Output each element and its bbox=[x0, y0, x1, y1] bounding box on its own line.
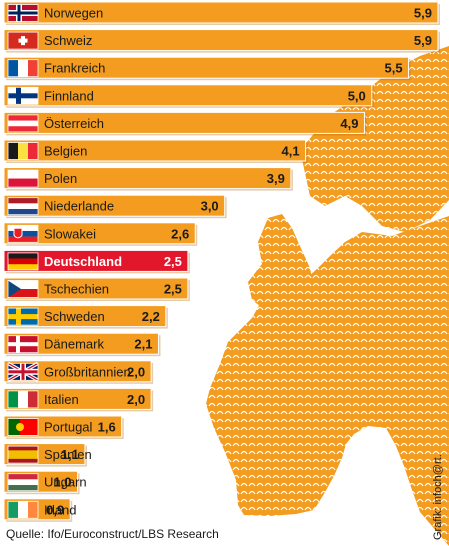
bar bbox=[3, 277, 189, 300]
category-label: Schweiz bbox=[44, 33, 92, 48]
flag-norway-icon bbox=[7, 4, 39, 22]
bar bbox=[3, 222, 196, 245]
chart-row: Slowakei 2,6 bbox=[3, 222, 198, 246]
chart-row: Finnland 5,0 bbox=[3, 84, 374, 108]
flag-hungary-icon bbox=[7, 473, 39, 492]
bar bbox=[3, 332, 159, 355]
map-scandinavia bbox=[300, 46, 449, 232]
chart-row: Deutschland 2,5 bbox=[3, 249, 190, 274]
value-label: 2,0 bbox=[127, 392, 145, 407]
flag-spain-icon bbox=[7, 445, 39, 464]
chart-row: Italien 2,0 bbox=[3, 387, 154, 412]
chart-row: Niederlande 3,0 bbox=[3, 194, 227, 219]
chart-row: Portugal 1,6 bbox=[3, 415, 124, 439]
chart-row: Österreich 4,9 bbox=[3, 111, 367, 136]
flag-italy-icon bbox=[7, 390, 39, 409]
value-label: 1,1 bbox=[61, 447, 79, 462]
graphic-credit: Grafik: infoch@rt. bbox=[432, 454, 444, 540]
value-label: 2,5 bbox=[164, 254, 182, 269]
flag-austria-icon bbox=[7, 114, 39, 133]
chart-row: Schweden 2,2 bbox=[3, 305, 168, 329]
flag-denmark-icon bbox=[7, 335, 39, 354]
category-label: Norwegen bbox=[44, 6, 103, 21]
category-label: Finnland bbox=[44, 88, 94, 103]
flag-france-icon bbox=[7, 59, 39, 78]
flag-netherlands-icon bbox=[7, 197, 39, 216]
value-label: 1,0 bbox=[53, 475, 71, 490]
chart-row: Belgien 4,1 bbox=[3, 139, 308, 163]
flag-sweden-icon bbox=[7, 307, 39, 326]
bar bbox=[3, 84, 373, 107]
value-label: 5,9 bbox=[414, 6, 432, 21]
value-label: 3,0 bbox=[201, 199, 219, 214]
flag-uk-icon bbox=[7, 361, 39, 382]
flag-switzerland-icon bbox=[7, 31, 39, 50]
bar bbox=[3, 194, 226, 217]
value-label: 5,0 bbox=[348, 88, 366, 103]
value-label: 5,9 bbox=[414, 33, 432, 48]
category-label: Portugal bbox=[44, 420, 93, 435]
category-label: Ungarn bbox=[44, 475, 87, 490]
category-label: Irland bbox=[44, 502, 77, 517]
chart-row: Schweiz 5,9 bbox=[3, 29, 440, 53]
category-label: Dänemark bbox=[44, 337, 104, 352]
bar bbox=[3, 387, 152, 410]
bar bbox=[3, 1, 439, 24]
flag-ireland-icon bbox=[7, 500, 39, 519]
flag-germany-icon bbox=[7, 252, 39, 271]
chart-row: Dänemark 2,1 bbox=[3, 332, 161, 357]
value-label: 2,5 bbox=[164, 282, 182, 297]
category-label: Großbritannien bbox=[44, 364, 131, 379]
category-label: Spanien bbox=[44, 447, 92, 462]
flag-finland-icon bbox=[7, 86, 39, 105]
value-label: 4,9 bbox=[340, 116, 358, 131]
category-label: Belgien bbox=[44, 144, 87, 159]
source-note: Quelle: Ifo/Euroconstruct/LBS Research bbox=[6, 527, 219, 541]
bar bbox=[3, 249, 189, 272]
flag-poland-icon bbox=[7, 169, 39, 188]
flag-czech-icon bbox=[7, 280, 39, 298]
category-label: Slowakei bbox=[44, 226, 96, 241]
value-label: 1,6 bbox=[98, 420, 116, 435]
category-label: Frankreich bbox=[44, 61, 105, 76]
chart-row: Tschechien 2,5 bbox=[3, 277, 190, 301]
map-great-britain bbox=[248, 214, 314, 312]
bar bbox=[3, 360, 152, 383]
chart-row: Norwegen 5,9 bbox=[3, 1, 440, 25]
flag-slovakia-icon bbox=[7, 224, 39, 243]
flag-portugal-icon bbox=[7, 418, 39, 436]
value-label: 4,1 bbox=[282, 144, 300, 159]
bar bbox=[3, 305, 167, 328]
value-label: 5,5 bbox=[384, 61, 402, 76]
category-label: Deutschland bbox=[44, 254, 122, 269]
value-label: 2,0 bbox=[127, 364, 145, 379]
category-label: Italien bbox=[44, 392, 79, 407]
value-label: 2,2 bbox=[142, 309, 160, 324]
bar bbox=[3, 56, 410, 79]
value-label: 2,6 bbox=[171, 226, 189, 241]
chart-row: Polen 3,9 bbox=[3, 167, 293, 191]
value-label: 3,9 bbox=[267, 171, 285, 186]
bar bbox=[3, 167, 292, 190]
flag-belgium-icon bbox=[7, 142, 39, 160]
category-label: Polen bbox=[44, 171, 77, 186]
category-label: Tschechien bbox=[44, 282, 109, 297]
bar bbox=[3, 139, 307, 162]
value-label: 0,9 bbox=[46, 502, 64, 517]
chart-row: Frankreich 5,5 bbox=[3, 56, 411, 81]
category-label: Niederlande bbox=[44, 199, 114, 214]
value-label: 2,1 bbox=[134, 337, 152, 352]
bar bbox=[3, 111, 365, 134]
category-label: Österreich bbox=[44, 116, 104, 131]
category-label: Schweden bbox=[44, 309, 105, 324]
bar bbox=[3, 29, 439, 52]
